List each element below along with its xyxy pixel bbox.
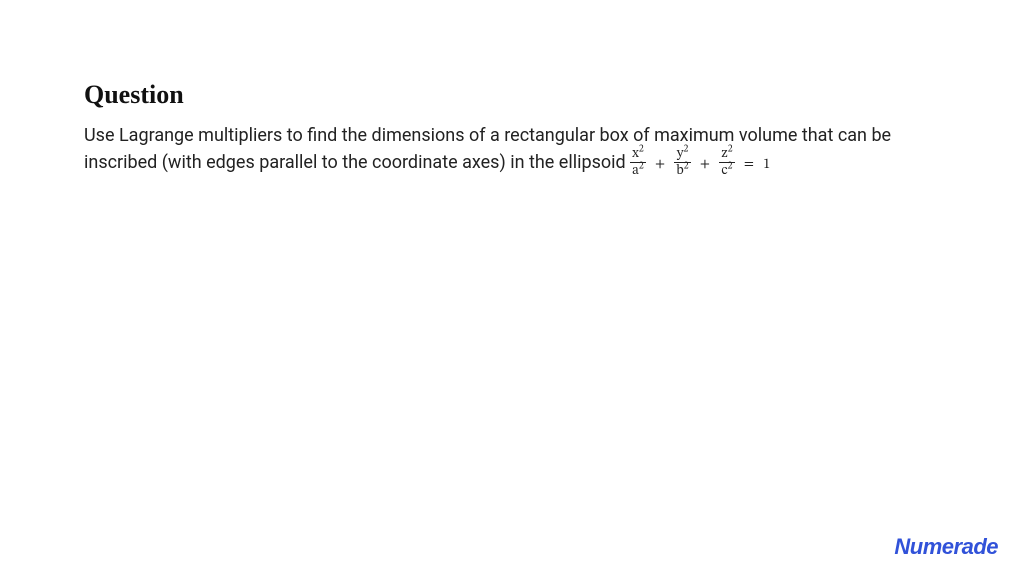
equals-operator: = bbox=[738, 158, 760, 172]
question-body: Use Lagrange multipliers to find the dim… bbox=[84, 122, 940, 180]
plus-operator: + bbox=[649, 158, 671, 172]
question-block: Question Use Lagrange multipliers to fin… bbox=[0, 0, 1024, 180]
numerade-logo: Numerade bbox=[894, 534, 998, 560]
equation-rhs: 1 bbox=[763, 158, 770, 172]
fraction-term-2: y2 b2 bbox=[674, 147, 690, 178]
question-heading: Question bbox=[84, 80, 940, 110]
fraction-term-3: z2 c2 bbox=[719, 147, 734, 178]
plus-operator: + bbox=[694, 158, 716, 172]
fraction-term-1: x2 a2 bbox=[630, 147, 646, 178]
ellipsoid-equation: x2 a2 + y2 b2 + z2 c2 = 1 bbox=[630, 158, 770, 172]
